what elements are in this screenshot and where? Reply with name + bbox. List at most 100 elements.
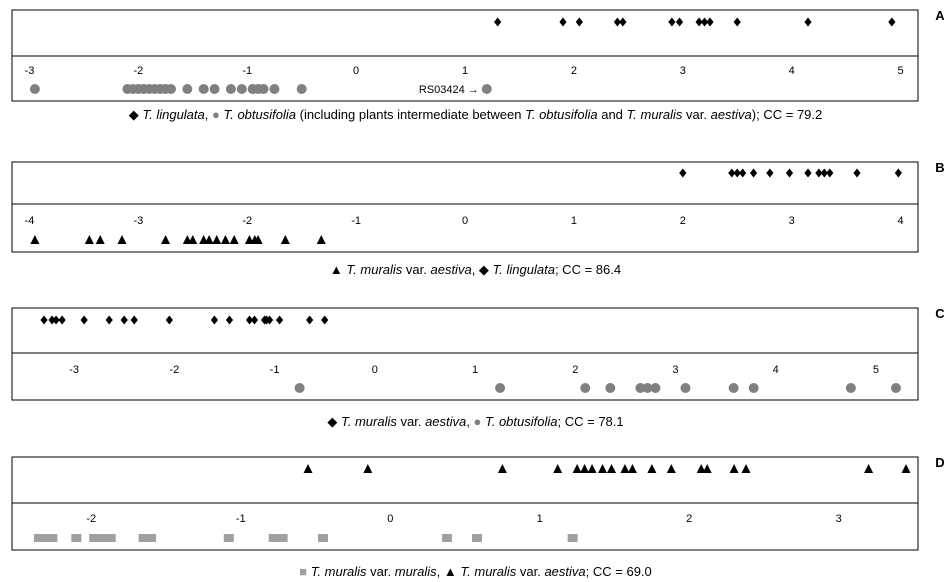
triangle-point [84,235,94,244]
tick-label: 2 [572,364,578,376]
panel-frame [11,307,919,354]
diamond-point [250,315,259,325]
circle-point [29,84,40,94]
caption-a-variety: aestiva [710,107,752,122]
caption-d-text-3: var. [516,564,545,579]
panel-lower-frame [11,353,919,401]
triangle-point [253,235,263,244]
caption-c-variety: aestiva [425,414,467,429]
tick-label: 5 [873,364,879,376]
caption-d-variety-2: aestiva [544,564,586,579]
diamond-point [619,17,627,27]
diamond-point [559,17,567,27]
diamond-point [804,17,812,27]
circle-point [495,383,506,393]
caption-a: ◆ T. lingulata, ● T. obtusifolia (includ… [0,107,951,123]
triangle-point [580,464,590,473]
triangle-point [363,464,373,473]
circle-point [605,383,616,393]
diamond-point [265,315,274,325]
tick-label: 1 [571,215,577,227]
circle-point [225,84,236,94]
tick-label: 0 [353,65,359,77]
diamond-point [210,315,219,325]
diamond-point [58,315,66,325]
tick-label: 4 [897,215,903,227]
tick-label: 2 [680,215,686,227]
caption-a-text-5: ); CC = 79.2 [751,107,823,122]
caption-c-text-3: ; CC = 78.1 [557,414,624,429]
tick-label: -4 [25,215,35,227]
tick-label: -1 [351,215,361,227]
tick-label: -2 [242,215,252,227]
square-point [471,534,482,542]
circle-point [635,383,646,393]
square-point [442,534,453,542]
legend-circle-icon: ● [473,414,482,429]
square-point [268,534,279,542]
tick-label: 2 [686,513,692,525]
triangle-point [702,464,712,473]
caption-d-species-2: T. muralis [460,564,517,579]
caption-b-species-2: T. lingulata [492,262,555,277]
circle-point [296,84,307,94]
tick-label: 1 [537,513,543,525]
triangle-point [553,464,563,473]
diamond-point [52,315,60,325]
caption-a-species-1: T. lingulata [142,107,205,122]
caption-a-species-3: T. obtusifolia [525,107,598,122]
caption-b: ▲ T. muralis var. aestiva, ◆ T. lingulat… [0,262,951,278]
panel-lower-frame [11,56,919,102]
panel-lower-frame [11,503,919,551]
square-point [96,534,107,542]
circle-point [182,84,193,94]
circle-point [258,84,269,94]
square-point [223,534,234,542]
caption-c-text-1: var. [396,414,426,429]
diamond-point [733,17,741,27]
diamond-point [700,17,709,27]
caption-a-species-2: T. obtusifolia [223,107,296,122]
triangle-point [161,235,171,244]
legend-diamond-icon: ◆ [478,262,489,277]
circle-point [294,383,305,393]
triangle-point [696,464,706,473]
tick-label: -1 [242,65,252,77]
annotation-label: RS03424 → [419,84,479,96]
panel-lower-frame [11,204,919,253]
legend-diamond-icon: ◆ [327,414,338,429]
diamond-point [275,315,284,325]
circle-point [198,84,209,94]
tick-label: 3 [680,65,686,77]
triangle-point [572,464,582,473]
circle-point [580,383,591,393]
caption-d-text-4: ; CC = 69.0 [585,564,652,579]
panel-a: -3 -2 -1 0 1 2 3 4 5 A RS03424 → [11,8,945,102]
square-point [105,534,116,542]
caption-a-text-3: and [597,107,627,122]
caption-c-text-2: , [466,414,474,429]
square-point [277,534,288,542]
circle-point [209,84,220,94]
triangle-point [497,464,507,473]
caption-a-text-1: , [204,107,212,122]
tick-label: 5 [897,65,903,77]
triangle-point [280,235,290,244]
tick-label: -3 [69,364,79,376]
caption-a-text-4: var. [682,107,711,122]
circle-point [845,383,856,393]
panel-label: A [935,8,945,23]
diamond-point [245,315,254,325]
diamond-point [815,168,823,178]
diamond-point [120,315,128,325]
circle-point [728,383,739,393]
diamond-point [894,168,902,178]
caption-b-text-3: ; CC = 86.4 [554,262,622,277]
diamond-point [48,315,56,325]
tick-label: 4 [789,65,795,77]
caption-a-species-4: T. muralis [626,107,683,122]
diamond-point [105,315,113,325]
square-point [89,534,100,542]
square-point [33,534,44,542]
